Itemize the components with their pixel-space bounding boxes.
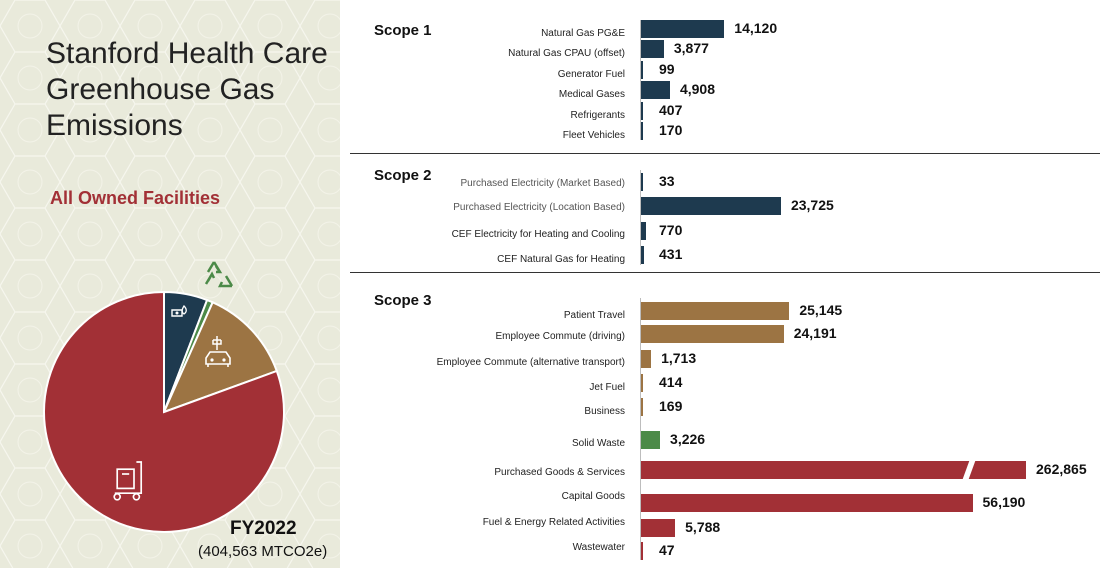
pie-chart: [43, 261, 285, 533]
bar: [641, 350, 652, 368]
left-panel: Stanford Health Care Greenhouse Gas Emis…: [0, 0, 340, 568]
bar: [641, 398, 643, 416]
bar-label: CEF Natural Gas for Heating: [497, 254, 625, 265]
bar-value-label: 3,877: [673, 40, 709, 56]
bar: [641, 519, 676, 537]
bar-label: Patient Travel: [563, 310, 625, 321]
bar-value-label: 23,725: [790, 197, 834, 213]
bar-value-label: 56,190: [982, 494, 1026, 510]
flame-gas-icon: [171, 304, 187, 317]
bar-value-label: 262,865: [1036, 461, 1087, 477]
recycle-icon: [204, 261, 234, 288]
bar: [641, 302, 790, 320]
bar-label: Natural Gas PG&E: [541, 28, 625, 39]
section-divider-2: [350, 272, 1100, 273]
bar-value-label: 414: [659, 374, 683, 390]
bar-value-label: 407: [659, 102, 683, 118]
bar: [641, 374, 644, 392]
bar-label: Natural Gas CPAU (offset): [508, 48, 625, 59]
bar-value-label: 3,226: [670, 431, 706, 447]
bar-label: Fuel & Energy Related Activities: [482, 517, 625, 528]
page-title: Stanford Health Care Greenhouse Gas Emis…: [46, 37, 328, 142]
bar: [641, 461, 1026, 479]
bar-label: Solid Waste: [572, 438, 625, 449]
bar-label: Medical Gases: [558, 89, 625, 100]
bar: [641, 494, 973, 512]
bar-value-label: 99: [659, 61, 675, 77]
section-title-scope-1: Scope 1: [374, 22, 432, 39]
bar-label: Capital Goods: [561, 491, 625, 502]
bar-value-label: 770: [659, 222, 683, 238]
bar-value-label: 431: [659, 246, 683, 262]
bar-label: Employee Commute (driving): [495, 331, 626, 342]
bar: [641, 20, 725, 38]
bar: [641, 542, 643, 560]
bar-value-label: 4,908: [679, 81, 715, 97]
bar: [641, 222, 646, 240]
bar-value-label: 24,191: [793, 325, 837, 341]
bar: [641, 102, 644, 120]
bar-label: Refrigerants: [570, 110, 625, 121]
bar: [641, 431, 661, 449]
bar-axis-line: [640, 298, 641, 560]
pie-title-fiscal-year: FY2022: [230, 518, 297, 539]
bar: [641, 61, 643, 79]
section-title-scope-2: Scope 2: [374, 167, 432, 184]
bar-value-label: 5,788: [685, 519, 721, 535]
bar-label: CEF Electricity for Heating and Cooling: [451, 229, 625, 240]
bar-value-label: 169: [659, 398, 683, 414]
bar-label: Jet Fuel: [589, 382, 625, 393]
bar-axis-line: [640, 170, 641, 265]
bar: [641, 325, 784, 343]
bar-axis-line: [640, 20, 641, 140]
bar: [641, 122, 643, 140]
bar-label: Fleet Vehicles: [562, 130, 625, 141]
bar-value-label: 25,145: [799, 302, 843, 318]
bar-value-label: 47: [659, 542, 675, 558]
bar: [641, 246, 644, 264]
bar: [641, 40, 664, 58]
car-plug-icon: [205, 336, 231, 367]
bar-label: Purchased Goods & Services: [494, 467, 625, 478]
bar-label: Business: [584, 406, 625, 417]
pie-slice-travel: [162, 300, 279, 414]
bar-label: Wastewater: [572, 542, 625, 553]
bar-label: Employee Commute (alternative transport): [436, 357, 625, 368]
bar-value-label: 14,120: [734, 20, 778, 36]
section-divider-1: [350, 153, 1100, 154]
hand-truck-box-icon: [113, 461, 143, 501]
section-title-scope-3: Scope 3: [374, 292, 432, 309]
bar-label: Purchased Electricity (Market Based): [460, 178, 625, 189]
page-subtitle: All Owned Facilities: [50, 188, 221, 208]
bar: [641, 197, 781, 215]
bar: [641, 173, 643, 191]
bar-value-label: 1,713: [661, 350, 697, 366]
bar-value-label: 33: [659, 173, 675, 189]
bar: [641, 81, 670, 99]
bar-label: Purchased Electricity (Location Based): [453, 202, 625, 213]
pie-total-emissions: (404,563 MTCO2e): [198, 543, 328, 560]
pie-slice-purchased-goods: [43, 290, 285, 533]
bar-value-label: 170: [659, 122, 683, 138]
bar-label: Generator Fuel: [557, 69, 625, 80]
